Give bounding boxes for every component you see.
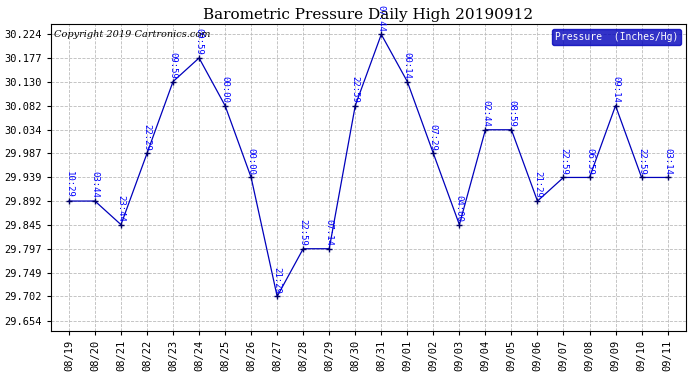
Text: 07:29: 07:29 <box>429 124 438 151</box>
Pressure  (Inches/Hg) <box>611 104 620 108</box>
Pressure  (Inches/Hg) <box>403 80 411 84</box>
Text: 22:59: 22:59 <box>299 219 308 246</box>
Legend: Pressure  (Inches/Hg): Pressure (Inches/Hg) <box>552 29 681 45</box>
Pressure  (Inches/Hg) <box>65 199 73 203</box>
Text: 09:59: 09:59 <box>195 28 204 55</box>
Text: 23:44: 23:44 <box>117 195 126 222</box>
Text: 03:14: 03:14 <box>663 148 672 175</box>
Text: 10:29: 10:29 <box>64 171 73 198</box>
Text: 09:59: 09:59 <box>168 52 177 79</box>
Pressure  (Inches/Hg) <box>455 222 464 227</box>
Text: 02:44: 02:44 <box>481 100 490 127</box>
Pressure  (Inches/Hg) <box>221 104 229 108</box>
Pressure  (Inches/Hg) <box>273 294 282 298</box>
Text: 22:59: 22:59 <box>351 76 359 103</box>
Pressure  (Inches/Hg) <box>533 199 542 203</box>
Line: Pressure  (Inches/Hg): Pressure (Inches/Hg) <box>66 32 671 299</box>
Pressure  (Inches/Hg) <box>560 175 568 180</box>
Pressure  (Inches/Hg) <box>585 175 593 180</box>
Text: 22:29: 22:29 <box>143 124 152 151</box>
Text: 22:59: 22:59 <box>559 148 568 175</box>
Pressure  (Inches/Hg) <box>169 80 177 84</box>
Text: Copyright 2019 Cartronics.com: Copyright 2019 Cartronics.com <box>54 30 210 39</box>
Title: Barometric Pressure Daily High 20190912: Barometric Pressure Daily High 20190912 <box>203 8 533 22</box>
Text: 09:14: 09:14 <box>611 76 620 103</box>
Pressure  (Inches/Hg) <box>351 104 359 108</box>
Text: 03:44: 03:44 <box>90 171 99 198</box>
Text: 00:00: 00:00 <box>246 148 255 175</box>
Pressure  (Inches/Hg) <box>377 32 386 37</box>
Text: 22:59: 22:59 <box>637 148 646 175</box>
Pressure  (Inches/Hg) <box>325 246 333 251</box>
Pressure  (Inches/Hg) <box>195 56 204 60</box>
Pressure  (Inches/Hg) <box>664 175 672 180</box>
Pressure  (Inches/Hg) <box>507 128 515 132</box>
Text: 21:29: 21:29 <box>533 171 542 198</box>
Text: 07:14: 07:14 <box>325 219 334 246</box>
Pressure  (Inches/Hg) <box>91 199 99 203</box>
Text: 00:14: 00:14 <box>403 52 412 79</box>
Pressure  (Inches/Hg) <box>143 151 151 156</box>
Text: 00:00: 00:00 <box>221 76 230 103</box>
Text: 06:59: 06:59 <box>585 148 594 175</box>
Pressure  (Inches/Hg) <box>247 175 255 180</box>
Pressure  (Inches/Hg) <box>429 151 437 156</box>
Pressure  (Inches/Hg) <box>481 128 489 132</box>
Text: 08:59: 08:59 <box>507 100 516 127</box>
Text: 21:29: 21:29 <box>273 267 282 294</box>
Text: 07:44: 07:44 <box>377 5 386 32</box>
Pressure  (Inches/Hg) <box>299 246 307 251</box>
Text: 04:00: 04:00 <box>455 195 464 222</box>
Pressure  (Inches/Hg) <box>117 222 125 227</box>
Pressure  (Inches/Hg) <box>638 175 646 180</box>
